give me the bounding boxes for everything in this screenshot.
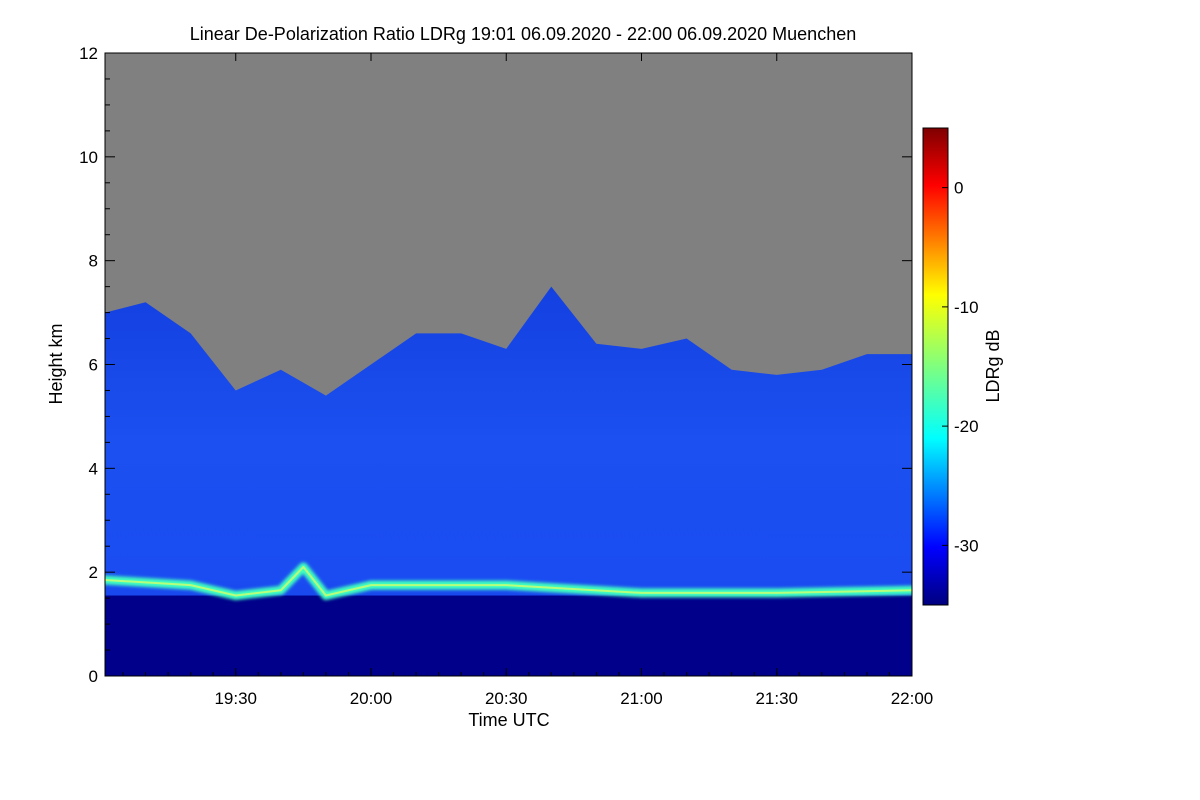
colorbar-label: LDRg dB	[983, 329, 1003, 402]
y-tick-label: 4	[89, 459, 98, 478]
x-tick-label: 19:30	[214, 689, 257, 708]
y-tick-label: 0	[89, 667, 98, 686]
colorbar-ticks: 0 -10 -20 -30	[942, 179, 979, 555]
plot-area	[105, 53, 912, 676]
cloud-region	[105, 286, 912, 676]
colorbar-tick-label: 0	[954, 179, 963, 198]
colorbar-tick-label: -20	[954, 417, 979, 436]
x-tick-label: 20:30	[485, 689, 528, 708]
x-axis-label: Time UTC	[468, 710, 549, 730]
x-tick-label: 21:30	[755, 689, 798, 708]
x-tick-label: 22:00	[891, 689, 934, 708]
x-tick-label: 21:00	[620, 689, 663, 708]
y-axis-label: Height km	[46, 323, 66, 404]
boundary-layer-core	[105, 566, 912, 597]
chart-title: Linear De-Polarization Ratio LDRg 19:01 …	[190, 24, 856, 44]
y-tick-label: 8	[89, 252, 98, 271]
y-tick-label: 6	[89, 356, 98, 375]
y-tick-label: 12	[79, 44, 98, 63]
colorbar: 0 -10 -20 -30 LDRg dB	[922, 127, 1003, 606]
y-axis: 0 2 4 6 8 10 12	[79, 44, 912, 686]
x-axis: 19:30 20:00 20:30 21:00 21:30 22:00	[122, 53, 934, 708]
x-tick-label: 20:00	[350, 689, 393, 708]
y-tick-label: 2	[89, 563, 98, 582]
colorbar-gradient	[922, 127, 949, 606]
colorbar-tick-label: -30	[954, 536, 979, 555]
y-tick-label: 10	[79, 148, 98, 167]
below-layer-region	[105, 595, 912, 676]
colorbar-tick-label: -10	[954, 298, 979, 317]
